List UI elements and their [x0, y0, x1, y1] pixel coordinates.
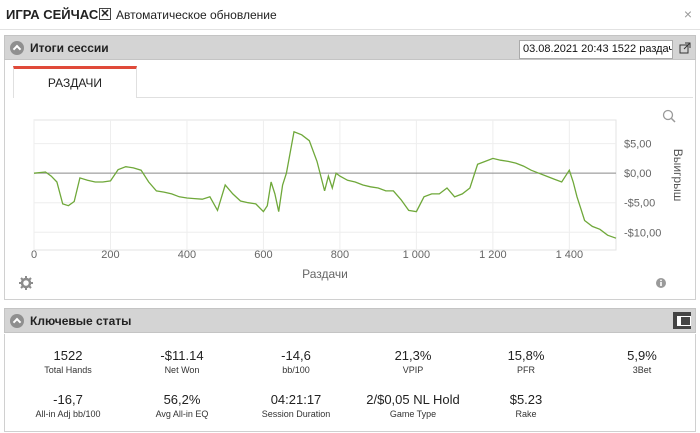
- collapse-chevron-icon[interactable]: [10, 41, 24, 55]
- auto-update-checkbox[interactable]: ✕: [99, 8, 111, 20]
- external-link-icon[interactable]: [679, 42, 691, 54]
- stat-total-hands: 1522 Total Hands: [13, 348, 123, 375]
- top-bar: ИГРА СЕЙЧАС ✕ Автоматическое обновление …: [0, 0, 700, 30]
- page-title: ИГРА СЕЙЧАС: [6, 7, 99, 22]
- stat-label: Rake: [515, 409, 537, 419]
- stat-value: -$11.14: [160, 348, 204, 363]
- y-tick-label: -$10,00: [624, 227, 661, 239]
- stat-label: All-in Adj bb/100: [35, 409, 101, 419]
- tab-divider: [137, 97, 693, 98]
- session-select[interactable]: 03.08.2021 20:43 1522 раздач): [519, 40, 673, 59]
- layout-toggle-icon[interactable]: [673, 312, 691, 329]
- x-tick-label: 600: [254, 249, 272, 261]
- stat-value: 56,2%: [163, 392, 201, 407]
- stat-pfr: 15,8% PFR: [471, 348, 581, 375]
- stat-value: 5,9%: [627, 348, 657, 363]
- session-summary-header: Итоги сессии 03.08.2021 20:43 1522 разда…: [4, 35, 696, 60]
- stat-bb-100: -14,6 bb/100: [241, 348, 351, 375]
- session-summary-title: Итоги сессии: [30, 41, 109, 55]
- tab-hands[interactable]: РАЗДАЧИ: [13, 66, 137, 98]
- y-tick-label: $0,00: [624, 168, 652, 180]
- y-tick-labels: $5,00 $0,00 -$5,00 -$10,00: [624, 139, 661, 240]
- x-tick-label: 0: [31, 249, 37, 261]
- stat-value: $5.23: [509, 392, 543, 407]
- x-tick-label: 800: [331, 249, 349, 261]
- series-line-winnings: [33, 130, 617, 239]
- stat-rake: $5.23 Rake: [471, 392, 581, 419]
- stat-value: 1522: [53, 348, 83, 363]
- key-stats-title: Ключевые статы: [30, 314, 132, 328]
- close-icon[interactable]: ×: [683, 6, 692, 22]
- stat-label: Game Type: [389, 409, 437, 419]
- stat-game-type: 2/$0,05 NL Hold Game Type: [358, 392, 468, 419]
- stat-value: -16,7: [53, 392, 83, 407]
- stat-label: VPIP: [402, 365, 424, 375]
- info-icon[interactable]: [656, 278, 666, 288]
- stat-value: 04:21:17: [270, 392, 322, 407]
- zoom-icon[interactable]: [662, 109, 676, 123]
- x-tick-labels: 0 200 400 600 800 1 000 1 200 1 400: [31, 249, 583, 261]
- plot-area: [33, 119, 617, 251]
- key-stats-panel: 1522 Total Hands -$11.14 Net Won -14,6 b…: [4, 334, 696, 432]
- y-tick-label: $5,00: [624, 139, 652, 151]
- stat-value: 15,8%: [507, 348, 545, 363]
- stat-label: Avg All-in EQ: [155, 409, 209, 419]
- key-stats-header: Ключевые статы: [4, 308, 696, 333]
- stat-value: -14,6: [281, 348, 311, 363]
- stat-session-duration: 04:21:17 Session Duration: [241, 392, 351, 419]
- stat-label: Net Won: [164, 365, 200, 375]
- x-tick-label: 1 400: [556, 249, 584, 261]
- x-tick-label: 1 000: [403, 249, 431, 261]
- stat-vpip: 21,3% VPIP: [358, 348, 468, 375]
- stat-label: 3Bet: [632, 365, 652, 375]
- y-tick-label: -$5,00: [624, 198, 655, 210]
- auto-update-label[interactable]: Автоматическое обновление: [116, 8, 277, 22]
- stat-3bet: 5,9% 3Bet: [587, 348, 697, 375]
- x-axis-label: Раздачи: [302, 267, 348, 281]
- y-axis-label: Выигрыш: [671, 149, 685, 202]
- chart-grid: [33, 120, 616, 250]
- gear-icon[interactable]: [19, 276, 33, 290]
- x-tick-label: 400: [178, 249, 196, 261]
- stat-allin-adj-bb-100: -16,7 All-in Adj bb/100: [13, 392, 123, 419]
- collapse-chevron-icon[interactable]: [10, 314, 24, 328]
- stat-label: Session Duration: [261, 409, 331, 419]
- stat-value: 21,3%: [394, 348, 432, 363]
- winnings-chart: 0 200 400 600 800 1 000 1 200 1 400 $5,00 $0,00 -…: [19, 109, 685, 290]
- stat-label: Total Hands: [44, 365, 92, 375]
- stat-label: bb/100: [282, 365, 310, 375]
- x-tick-label: 1 200: [479, 249, 507, 261]
- stat-value: 2/$0,05 NL Hold: [366, 392, 460, 407]
- x-tick-label: 200: [101, 249, 119, 261]
- stat-label: PFR: [517, 365, 535, 375]
- stat-net-won: -$11.14 Net Won: [127, 348, 237, 375]
- stat-avg-allin-eq: 56,2% Avg All-in EQ: [127, 392, 237, 419]
